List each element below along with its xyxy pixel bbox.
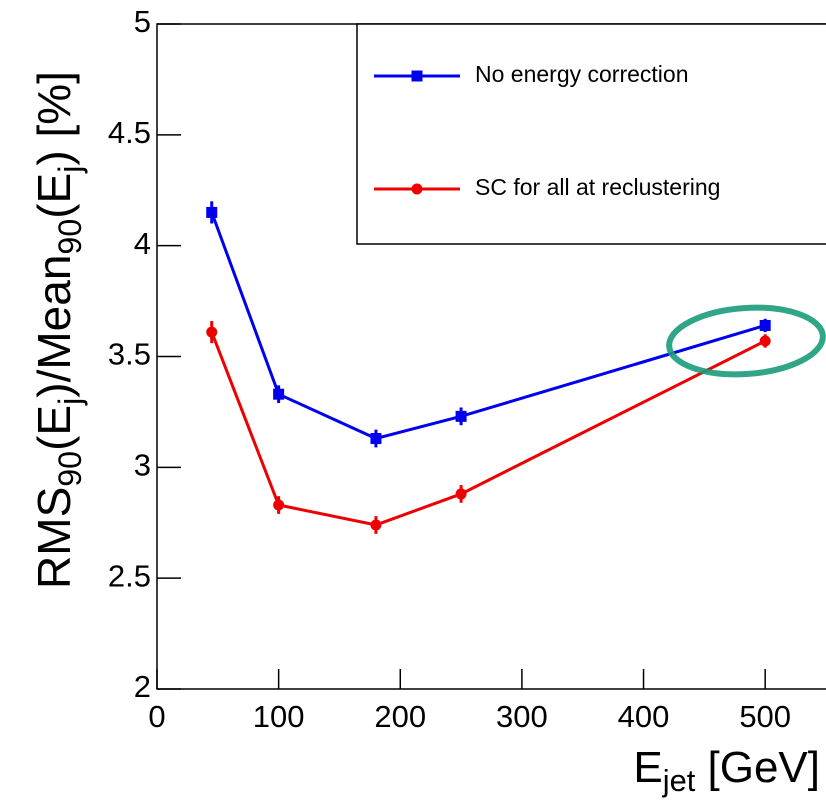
plot-content: 2 2.5 3 3.5 4 4.5 5 0 100 200 300 400 500 No energy c… [108,4,826,734]
marker [273,499,285,511]
x-tick-label: 200 [374,699,426,734]
label-part: )/Mean [28,255,80,398]
y-tick-label: 4 [134,226,151,261]
marker [370,433,382,445]
label-subscript: 90 [51,451,87,487]
x-tick-label: 400 [618,699,670,734]
label-part: (E [28,405,80,451]
y-tick-label: 2 [134,669,151,704]
marker [206,326,218,338]
marker [411,70,423,82]
x-axis-label: Ejet [GeV] [633,743,820,799]
legend-label: SC for all at reclustering [475,174,720,200]
label-part: ) [%] [28,71,80,166]
marker [455,488,467,500]
legend-label: No energy correction [475,61,689,87]
hand-drawn-circle [666,304,826,378]
y-tick-label: 5 [134,4,151,39]
label-part: (E [28,173,80,219]
label-part: E [633,743,662,792]
marker [370,519,382,531]
marker [759,319,771,331]
x-tick-label: 100 [253,699,305,734]
label-subscript: jet [662,763,696,798]
x-tick-label: 500 [739,699,791,734]
marker [273,388,285,400]
legend-box [356,23,826,245]
marker [455,410,467,422]
y-tick-label: 3 [134,448,151,483]
label-subscript: 90 [51,219,87,255]
label-part: [GeV] [695,743,820,792]
label-subscript: j [51,398,87,406]
marker [411,183,423,195]
y-axis-label: RMS90(Ej)/Mean90(Ej) [%] [28,71,87,589]
x-tick-label: 300 [496,699,548,734]
marker [759,335,771,347]
y-tick-label: 2.5 [108,558,151,593]
label-subscript: j [51,166,87,174]
y-tick-label: 3.5 [108,337,151,372]
label-part: RMS [28,487,80,589]
marker [206,206,218,218]
y-tick-label: 4.5 [108,115,151,150]
x-tick-label: 0 [148,699,165,734]
